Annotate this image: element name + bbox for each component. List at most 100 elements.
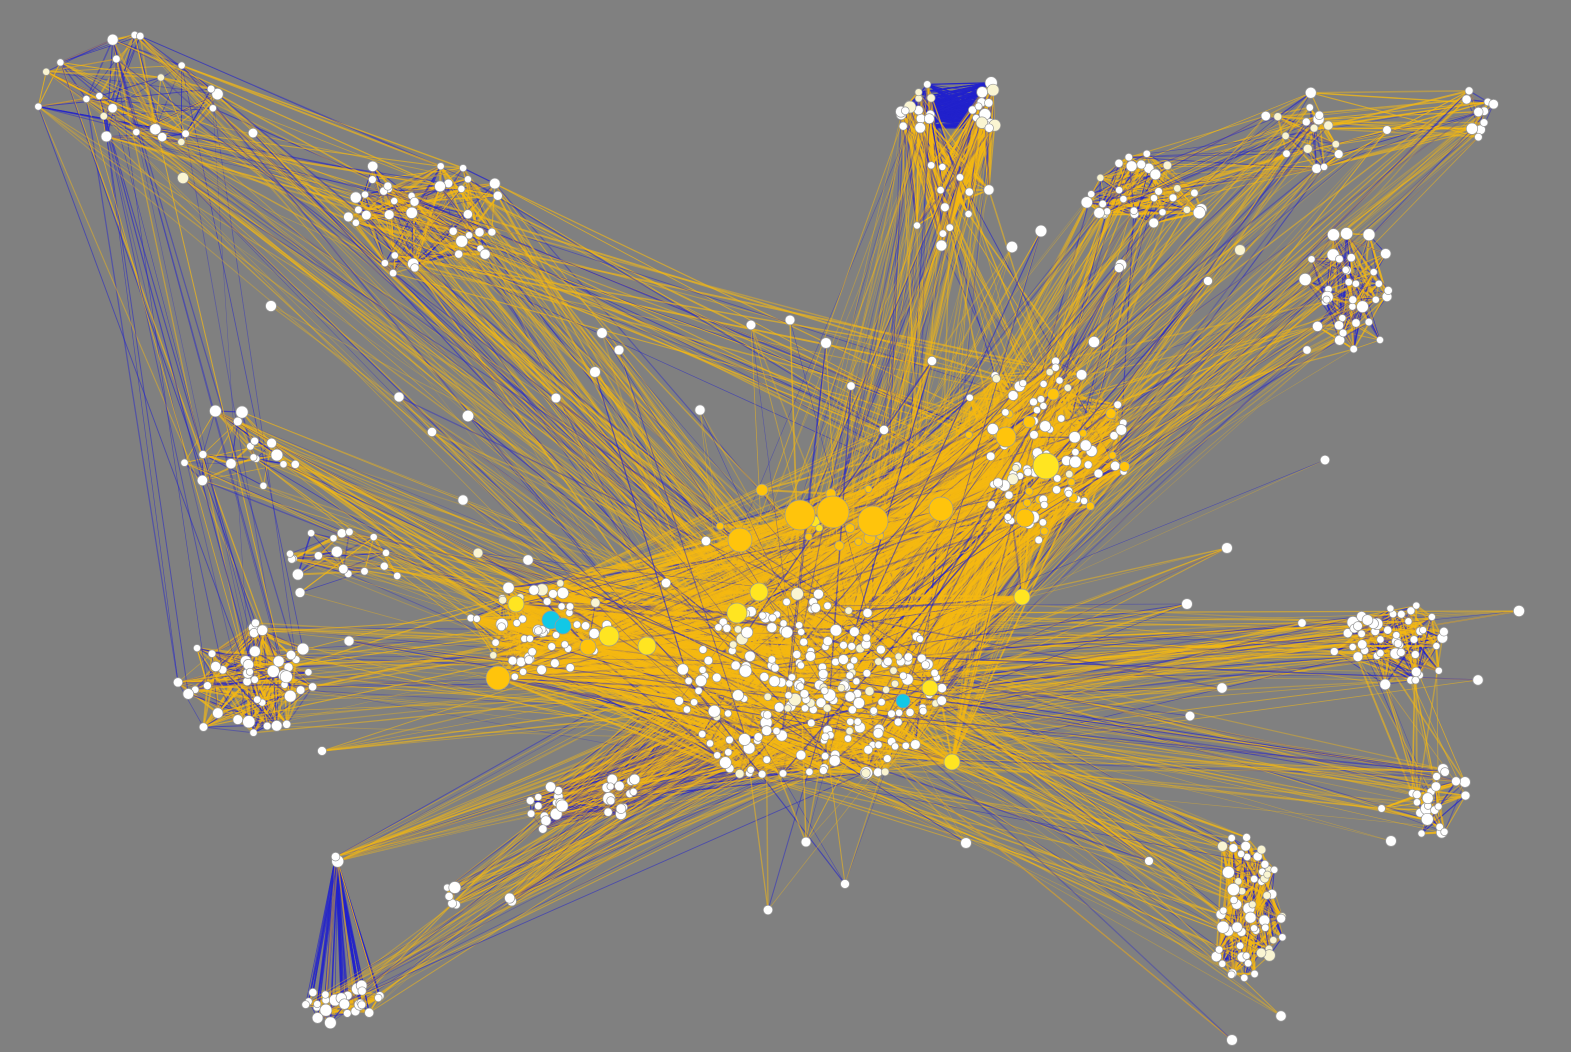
graph-node[interactable] (1244, 959, 1253, 968)
graph-node[interactable] (1411, 666, 1422, 678)
graph-node[interactable] (815, 524, 824, 533)
graph-node[interactable] (1376, 336, 1384, 344)
graph-node[interactable] (1270, 865, 1279, 874)
graph-node[interactable] (845, 726, 854, 736)
graph-node[interactable] (393, 391, 405, 403)
graph-node[interactable] (767, 655, 777, 664)
graph-node[interactable] (910, 739, 921, 750)
graph-node[interactable] (1374, 279, 1383, 288)
graph-node[interactable] (106, 33, 119, 46)
graph-node[interactable] (1047, 388, 1060, 401)
graph-node[interactable] (1333, 149, 1344, 159)
graph-node[interactable] (1244, 911, 1257, 924)
graph-node[interactable] (472, 547, 484, 559)
graph-node[interactable] (887, 709, 896, 719)
graph-node[interactable] (741, 626, 754, 639)
graph-node[interactable] (796, 661, 805, 670)
graph-node[interactable] (534, 801, 543, 811)
graph-node[interactable] (1098, 199, 1107, 209)
graph-node[interactable] (1150, 194, 1158, 203)
graph-node[interactable] (903, 652, 913, 662)
graph-node[interactable] (964, 210, 973, 218)
graph-node[interactable] (1085, 501, 1095, 511)
graph-node[interactable] (698, 730, 707, 739)
graph-node[interactable] (787, 673, 796, 682)
graph-node[interactable] (700, 535, 712, 547)
graph-node[interactable] (738, 664, 753, 678)
graph-node[interactable] (818, 668, 829, 680)
graph-node[interactable] (807, 718, 816, 728)
graph-node[interactable] (357, 1000, 367, 1010)
graph-node[interactable] (1434, 802, 1443, 811)
graph-node[interactable] (901, 106, 910, 116)
graph-node[interactable] (1440, 827, 1449, 836)
graph-node[interactable] (729, 640, 738, 649)
graph-node[interactable] (758, 611, 767, 620)
graph-node[interactable] (338, 563, 349, 575)
graph-node[interactable] (1088, 336, 1100, 348)
graph-node[interactable] (995, 426, 1017, 448)
graph-node[interactable] (1080, 196, 1093, 209)
graph-node[interactable] (1320, 162, 1329, 171)
graph-node[interactable] (898, 121, 908, 131)
graph-node[interactable] (986, 83, 1000, 97)
graph-node[interactable] (1420, 812, 1434, 826)
graph-node[interactable] (1216, 682, 1228, 694)
graph-node[interactable] (1434, 666, 1443, 675)
graph-node[interactable] (1385, 835, 1397, 847)
graph-node[interactable] (889, 666, 898, 675)
graph-node[interactable] (838, 654, 849, 665)
graph-node[interactable] (1369, 268, 1378, 277)
graph-node[interactable] (461, 409, 475, 423)
graph-node[interactable] (768, 613, 777, 623)
graph-node[interactable] (1479, 118, 1489, 127)
graph-node[interactable] (1173, 184, 1182, 193)
graph-node[interactable] (1144, 856, 1154, 866)
graph-node[interactable] (1362, 228, 1376, 242)
graph-node[interactable] (913, 221, 921, 230)
graph-node[interactable] (936, 695, 947, 706)
graph-node[interactable] (1227, 970, 1236, 979)
graph-node[interactable] (1411, 676, 1420, 685)
graph-node[interactable] (522, 554, 534, 566)
graph-node[interactable] (847, 705, 857, 715)
graph-node[interactable] (1105, 408, 1117, 420)
graph-node[interactable] (556, 586, 569, 600)
graph-node[interactable] (485, 665, 511, 691)
graph-node[interactable] (1352, 651, 1364, 662)
graph-node[interactable] (1341, 265, 1350, 274)
graph-node[interactable] (1349, 344, 1358, 354)
graph-node[interactable] (390, 251, 399, 260)
graph-node[interactable] (540, 815, 552, 827)
graph-node[interactable] (1033, 406, 1041, 415)
graph-node[interactable] (975, 116, 989, 129)
graph-node[interactable] (225, 458, 237, 470)
graph-node[interactable] (286, 549, 294, 558)
graph-node[interactable] (100, 130, 113, 143)
graph-node[interactable] (684, 676, 693, 685)
graph-node[interactable] (847, 642, 856, 651)
graph-node[interactable] (770, 663, 780, 673)
graph-node[interactable] (270, 448, 284, 462)
graph-node[interactable] (209, 404, 222, 418)
graph-node[interactable] (212, 707, 224, 719)
graph-node[interactable] (1379, 678, 1391, 691)
graph-node[interactable] (405, 206, 418, 219)
graph-node[interactable] (1357, 639, 1368, 650)
graph-node[interactable] (1022, 415, 1036, 429)
graph-node[interactable] (295, 685, 306, 695)
graph-node[interactable] (479, 248, 491, 260)
graph-node[interactable] (1333, 320, 1345, 331)
graph-node[interactable] (1432, 772, 1441, 781)
graph-node[interactable] (525, 796, 535, 806)
graph-node[interactable] (1397, 610, 1406, 619)
graph-node[interactable] (844, 523, 856, 534)
graph-node[interactable] (983, 184, 995, 196)
graph-node[interactable] (132, 128, 141, 137)
graph-node[interactable] (1329, 647, 1339, 656)
graph-node[interactable] (795, 749, 807, 761)
graph-node[interactable] (301, 1000, 310, 1009)
graph-node[interactable] (682, 705, 691, 714)
graph-node[interactable] (1055, 376, 1064, 385)
graph-node[interactable] (1227, 883, 1240, 896)
